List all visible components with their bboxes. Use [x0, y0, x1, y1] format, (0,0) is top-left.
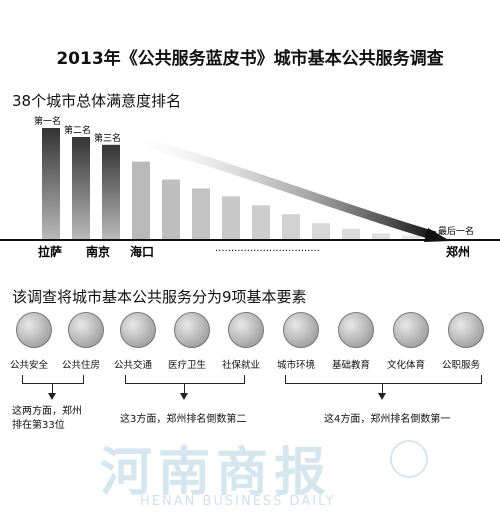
rank-label: 第二名 [64, 124, 91, 136]
rank-label: 第一名 [34, 115, 61, 127]
rank-label-last: 最后一名 [438, 225, 474, 237]
element-label: 公共住房 [62, 360, 101, 371]
civil-servant-icon [448, 312, 484, 348]
trend-arrow [138, 137, 437, 241]
chart-bar [312, 223, 330, 240]
element-label: 公共交通 [114, 360, 153, 371]
rank-label: 第三名 [94, 132, 121, 144]
chart-bar [42, 128, 60, 240]
chart-bar [132, 161, 150, 240]
chart-bar [372, 233, 390, 240]
chart-bar [162, 179, 180, 240]
stem-group-3 [382, 383, 383, 393]
trend-arrow-head [424, 228, 450, 242]
note-group-2: 这3方面，郑州排名倒数第二 [120, 414, 247, 425]
element-label: 城市环境 [277, 360, 316, 371]
social-security-icon [228, 312, 264, 348]
element-label: 文化体育 [387, 360, 426, 371]
note-group-1: 这两方面，郑州 排在第33位 [12, 406, 82, 431]
chart-bar [252, 205, 270, 240]
stem-group-2 [184, 383, 185, 393]
city-label: 南京 [86, 244, 110, 259]
bus-icon [120, 312, 156, 348]
chart-bar [72, 136, 90, 240]
bracket-group-3 [285, 375, 482, 384]
house-icon [68, 312, 104, 348]
arrow-group-3 [378, 393, 386, 400]
city-label: 拉萨 [38, 244, 62, 259]
medical-icon [174, 312, 210, 348]
city-label: 郑州 [446, 244, 470, 259]
city-label: 海口 [130, 244, 154, 259]
ellipsis: ································· [215, 246, 320, 257]
bracket-group-1 [22, 375, 84, 384]
arrow-group-2 [180, 393, 188, 400]
chart-bar [282, 214, 300, 240]
chart-bar [402, 235, 420, 240]
chart-bar [342, 228, 360, 240]
page-title: 2013年《公共服务蓝皮书》城市基本公共服务调查 [56, 49, 444, 69]
element-label: 公共安全 [10, 360, 49, 371]
element-label: 医疗卫生 [168, 360, 207, 371]
note-group-3: 这4方面，郑州排名倒数第一 [324, 414, 451, 425]
element-label: 基础教育 [332, 360, 371, 371]
service-elements: 公共安全 公共住房 公共交通 医疗卫生 社保就业 城市环境 基础教育 文化体育 公职服务 [0, 312, 500, 372]
police-car-icon [16, 312, 52, 348]
elements-heading: 该调查将城市基本公共服务分为9项基本要素 [12, 288, 307, 306]
element-label: 公职服务 [442, 360, 481, 371]
chart-bar [222, 196, 240, 240]
watermark-name: 河南商报 [100, 442, 333, 503]
city-icon [283, 312, 319, 348]
arrow-group-1 [48, 393, 56, 400]
bracket-group-2 [125, 375, 245, 384]
culture-icon [393, 312, 429, 348]
element-label: 社保就业 [222, 360, 261, 371]
chart-bar [192, 188, 210, 240]
watermark-sub: HENAN BUSINESS DAILY [140, 494, 336, 509]
ranking-heading: 38个城市总体满意度排名 [12, 92, 182, 110]
chart-bar [102, 144, 120, 240]
watermark-logo-icon [390, 440, 428, 478]
stem-group-1 [52, 383, 53, 393]
books-icon [338, 312, 374, 348]
